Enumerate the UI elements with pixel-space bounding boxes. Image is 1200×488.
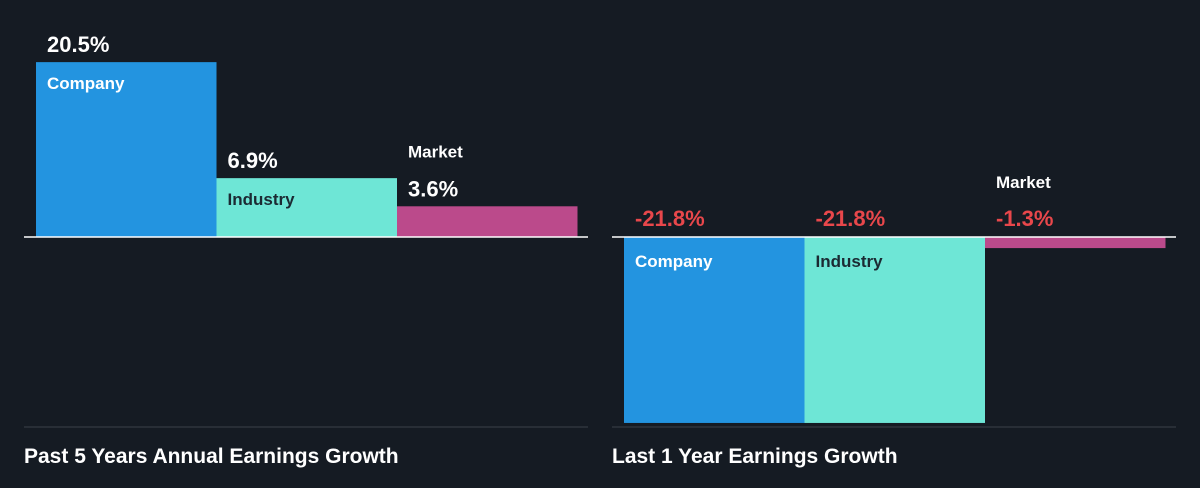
panel-1-category-label-market: Market — [996, 173, 1051, 192]
panel-0-category-label-market: Market — [408, 142, 463, 161]
panel-0-value-label-industry: 6.9% — [228, 148, 278, 173]
panel-0-bar-market — [397, 206, 578, 237]
panel-1-value-label-industry: -21.8% — [816, 206, 886, 231]
panel-1-value-label-market: -1.3% — [996, 206, 1053, 231]
panel-0-category-label-industry: Industry — [228, 190, 296, 209]
panel-0-value-label-market: 3.6% — [408, 176, 458, 201]
panel-0-bar-company — [36, 62, 217, 238]
panel-1-bar-market — [985, 237, 1166, 249]
panel-1-category-label-industry: Industry — [816, 252, 884, 271]
panel-0-value-label-company: 20.5% — [47, 32, 109, 57]
chart-title-last-1-year: Last 1 Year Earnings Growth — [612, 445, 898, 468]
chart-title-past-5-years: Past 5 Years Annual Earnings Growth — [24, 445, 399, 468]
panel-0-bar-industry — [216, 178, 397, 237]
panel-1-category-label-company: Company — [635, 252, 713, 271]
panel-0-category-label-company: Company — [47, 74, 125, 93]
panel-1-value-label-company: -21.8% — [635, 206, 705, 231]
panel-1-bar-company — [624, 237, 805, 423]
panel-1-bar-industry — [804, 237, 985, 423]
